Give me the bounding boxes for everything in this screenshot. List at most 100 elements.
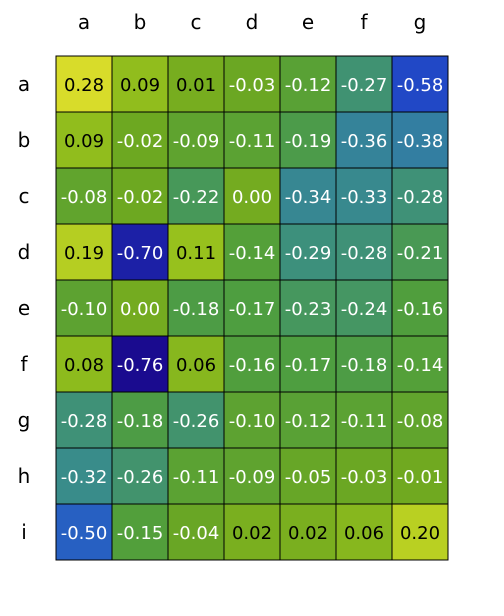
cell-value-label: -0.10 — [61, 299, 108, 320]
heatmap-cell — [335, 223, 393, 281]
y-axis-ticks: a b c d e f g h i — [18, 72, 31, 544]
cell-value-label: -0.23 — [285, 299, 332, 320]
cell-value-label: -0.34 — [285, 187, 332, 208]
heatmap-cell — [111, 335, 169, 393]
cell-value-label: -0.11 — [173, 467, 220, 488]
cell-value-label: -0.22 — [173, 187, 220, 208]
cell-value-label: -0.17 — [229, 299, 276, 320]
cell-value-label: -0.19 — [285, 131, 332, 152]
cell-value-label: -0.26 — [173, 411, 220, 432]
cell-value-label: -0.15 — [117, 523, 164, 544]
heatmap-cell — [55, 335, 113, 393]
cell-value-label: -0.33 — [341, 187, 388, 208]
cell-value-label: -0.18 — [341, 355, 388, 376]
heatmap-cell — [167, 503, 225, 561]
cell-value-label: -0.16 — [397, 299, 444, 320]
cell-value-label: -0.09 — [229, 467, 276, 488]
heatmap-cell — [391, 447, 449, 505]
cell-value-label: 0.01 — [176, 75, 216, 96]
cell-value-label: 0.02 — [288, 523, 328, 544]
cell-value-label: -0.18 — [117, 411, 164, 432]
cell-value-label: -0.17 — [285, 355, 332, 376]
heatmap-cell — [279, 391, 337, 449]
cell-value-label: -0.08 — [397, 411, 444, 432]
cell-value-label: -0.12 — [285, 411, 332, 432]
heatmap-cell — [223, 167, 281, 225]
heatmap-cell — [111, 55, 169, 113]
cell-value-label: -0.11 — [229, 131, 276, 152]
x-tick-label: f — [360, 10, 368, 34]
heatmap-cell — [167, 111, 225, 169]
heatmap-cell-labels: 0.28 0.09 0.01 -0.03 -0.12 -0.27 -0.58 0.09 -0.0… — [61, 75, 444, 544]
cell-value-label: 0.06 — [176, 355, 216, 376]
heatmap-cell — [111, 223, 169, 281]
cell-value-label: 0.00 — [120, 299, 160, 320]
heatmap-cell — [279, 447, 337, 505]
heatmap-cell — [167, 55, 225, 113]
cell-value-label: -0.58 — [397, 75, 444, 96]
cell-value-label: -0.04 — [173, 523, 220, 544]
cell-value-label: -0.29 — [285, 243, 332, 264]
heatmap-cells — [55, 55, 449, 561]
cell-value-label: 0.20 — [400, 523, 440, 544]
cell-value-label: -0.11 — [341, 411, 388, 432]
cell-value-label: -0.24 — [341, 299, 388, 320]
cell-value-label: -0.70 — [117, 243, 164, 264]
heatmap-cell — [335, 503, 393, 561]
heatmap-cell — [167, 391, 225, 449]
cell-value-label: -0.28 — [61, 411, 108, 432]
cell-value-label: -0.26 — [117, 467, 164, 488]
cell-value-label: -0.01 — [397, 467, 444, 488]
cell-value-label: -0.02 — [117, 187, 164, 208]
heatmap-cell — [223, 223, 281, 281]
heatmap-cell — [223, 391, 281, 449]
heatmap-cell — [391, 167, 449, 225]
cell-value-label: -0.18 — [173, 299, 220, 320]
y-tick-label: b — [18, 128, 31, 152]
y-tick-label: e — [18, 296, 30, 320]
cell-value-label: 0.19 — [64, 243, 104, 264]
heatmap-cell — [55, 223, 113, 281]
x-tick-label: c — [191, 10, 202, 34]
x-tick-label: a — [78, 10, 90, 34]
cell-value-label: 0.09 — [120, 75, 160, 96]
heatmap-cell — [391, 503, 449, 561]
cell-value-label: -0.03 — [341, 467, 388, 488]
cell-value-label: 0.00 — [232, 187, 272, 208]
heatmap-cell — [335, 447, 393, 505]
cell-value-label: -0.05 — [285, 467, 332, 488]
cell-value-label: -0.09 — [173, 131, 220, 152]
heatmap-cell — [335, 167, 393, 225]
heatmap-cell — [55, 279, 113, 337]
heatmap-cell — [391, 391, 449, 449]
heatmap-cell — [111, 167, 169, 225]
heatmap-cell — [167, 167, 225, 225]
cell-value-label: -0.21 — [397, 243, 444, 264]
heatmap-cell — [223, 335, 281, 393]
heatmap-cell — [167, 279, 225, 337]
x-tick-label: e — [302, 10, 314, 34]
cell-value-label: 0.09 — [64, 131, 104, 152]
cell-value-label: 0.11 — [176, 243, 216, 264]
x-tick-label: g — [414, 10, 427, 34]
cell-value-label: -0.50 — [61, 523, 108, 544]
heatmap-cell — [279, 335, 337, 393]
y-tick-label: d — [18, 240, 31, 264]
cell-value-label: -0.10 — [229, 411, 276, 432]
heatmap-cell — [335, 391, 393, 449]
cell-value-label: -0.08 — [61, 187, 108, 208]
heatmap-cell — [55, 391, 113, 449]
cell-value-label: -0.12 — [285, 75, 332, 96]
cell-value-label: -0.32 — [61, 467, 108, 488]
cell-value-label: -0.28 — [397, 187, 444, 208]
cell-value-label: -0.28 — [341, 243, 388, 264]
cell-value-label: -0.27 — [341, 75, 388, 96]
x-axis-ticks: a b c d e f g — [78, 10, 426, 34]
heatmap-cell — [279, 167, 337, 225]
heatmap-cell — [391, 335, 449, 393]
heatmap-cell — [111, 447, 169, 505]
cell-value-label: -0.03 — [229, 75, 276, 96]
cell-value-label: -0.16 — [229, 355, 276, 376]
y-tick-label: c — [19, 184, 30, 208]
